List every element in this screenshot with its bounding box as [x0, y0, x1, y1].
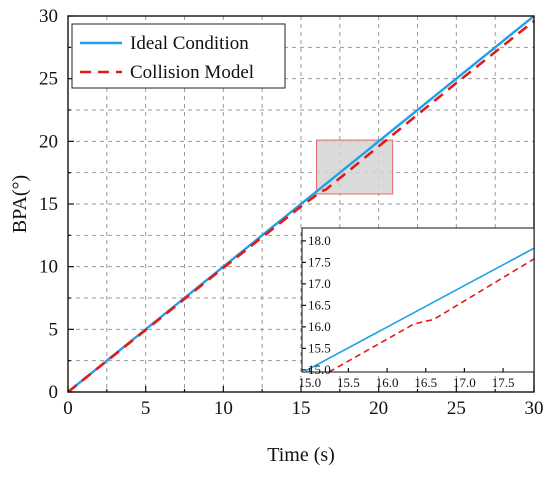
- x-axis-label: Time (s): [267, 444, 335, 466]
- x-tick-label: 30: [525, 398, 544, 419]
- y-tick-label: 5: [49, 319, 59, 340]
- x-tick-label: 10: [214, 398, 233, 419]
- series-line-collision-model: [67, 19, 535, 394]
- legend-label: Collision Model: [130, 62, 254, 83]
- x-tick-label: 25: [447, 398, 466, 419]
- legend-box: [71, 23, 286, 89]
- inset-x-tick-label: 16.5: [414, 375, 437, 390]
- inset-y-tick-label: 16.5: [308, 297, 331, 312]
- inset-series-line-ideal-condition: [305, 247, 534, 372]
- inset-y-tick-label: 18.0: [308, 233, 331, 248]
- inset-y-tick-label: 17.0: [308, 276, 331, 291]
- y-tick-label: 25: [39, 69, 58, 90]
- x-tick-label: 15: [292, 398, 311, 419]
- inset-frame: [301, 227, 535, 373]
- y-tick-label: 20: [39, 131, 58, 152]
- inset-series-group: [305, 247, 534, 372]
- inset-plot: 15.0 15.5 16.0 16.5 17.0 17.5 15.0 15.5 16.0 16.5…: [298, 227, 535, 390]
- inset-x-tick-label: 17.0: [453, 375, 476, 390]
- y-tick-label: 15: [39, 194, 58, 215]
- legend-label: Ideal Condition: [130, 33, 249, 54]
- series-group: [67, 15, 535, 394]
- axis-ticks: 0 5 10 15 20 25 30 0 5 10 15 20 25 30: [39, 6, 544, 419]
- inset-y-tick-label: 17.5: [308, 254, 331, 269]
- x-tick-label: 20: [369, 398, 388, 419]
- inset-y-tick-label: 15.0: [308, 362, 331, 377]
- inset-y-tick-label: 15.5: [308, 340, 331, 355]
- inset-background: [302, 228, 534, 372]
- inset-x-tick-label: 17.5: [492, 375, 515, 390]
- x-tick-label: 5: [141, 398, 151, 419]
- inset-x-tick-label: 15.0: [298, 375, 321, 390]
- inset-y-tick-label: 16.0: [308, 319, 331, 334]
- inset-x-tick-label: 16.0: [376, 375, 399, 390]
- y-tick-label: 30: [39, 6, 58, 27]
- y-tick-label: 0: [49, 382, 59, 403]
- legend: Ideal Condition Collision Model: [71, 23, 286, 89]
- inset-x-tick-label: 15.5: [337, 375, 360, 390]
- y-tick-label: 10: [39, 257, 58, 278]
- x-tick-label: 0: [63, 398, 73, 419]
- y-axis-label: BPA(°): [9, 175, 31, 233]
